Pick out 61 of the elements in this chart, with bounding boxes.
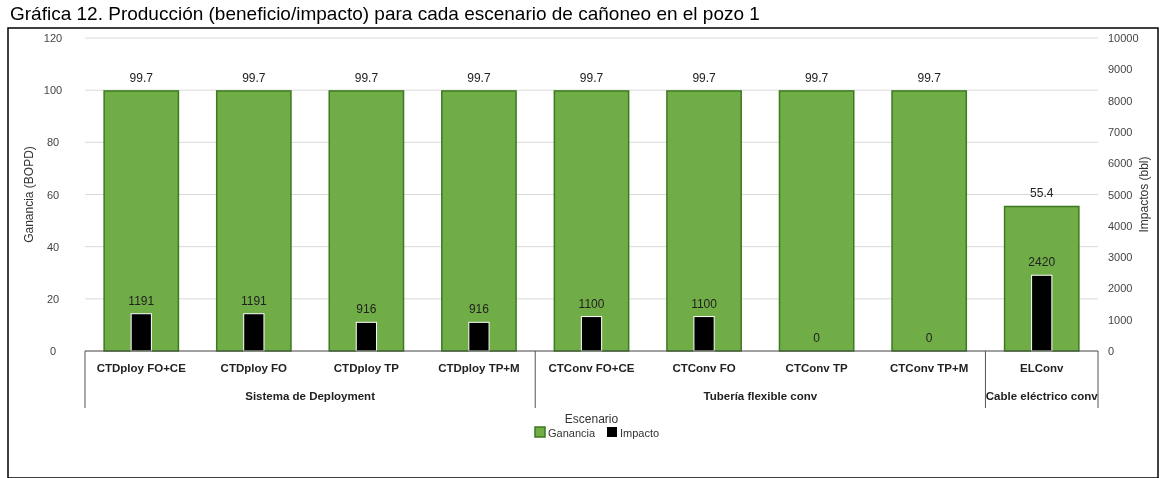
data-label: 916 bbox=[468, 302, 490, 317]
legend-label: Ganancia bbox=[548, 427, 596, 439]
x-tick-label: CTConv TP bbox=[785, 362, 848, 374]
y2-tick-label: 5000 bbox=[1108, 188, 1133, 201]
text: Tubería flexible conv bbox=[703, 390, 818, 402]
y2-tick-label: 3000 bbox=[1108, 251, 1133, 264]
text: Cable eléctrico conv bbox=[985, 390, 1099, 402]
data-label: 1191 bbox=[240, 293, 268, 308]
y2-tick-label: 8000 bbox=[1108, 94, 1133, 107]
data-label: 2420 bbox=[1028, 255, 1056, 270]
y2-tick-label: 9000 bbox=[1108, 63, 1133, 76]
text: Sistema de Deployment bbox=[245, 390, 376, 402]
x-axis-title: Escenario bbox=[564, 412, 619, 426]
y-tick-label: 0 bbox=[49, 345, 57, 357]
data-label: 1100 bbox=[691, 296, 718, 311]
x-tick-label: CTConv TP+M bbox=[890, 362, 969, 374]
y2-tick-label: 7000 bbox=[1108, 125, 1133, 138]
data-label: 1191 bbox=[128, 293, 155, 308]
data-label: 99.7 bbox=[242, 70, 266, 85]
bar bbox=[243, 313, 265, 352]
chart-title: Gráfica 12. Producción (beneficio/impacto) para cada escenario de cañoneo en el pozo 1 bbox=[10, 3, 760, 24]
x-tick-label: CTDploy FO bbox=[220, 362, 288, 374]
y2-tick-label: 1000 bbox=[1108, 313, 1133, 326]
y-tick-label: 100 bbox=[43, 84, 63, 97]
data-label: 99.7 bbox=[579, 70, 604, 85]
y-tick-label: 120 bbox=[43, 32, 63, 44]
bar bbox=[1031, 274, 1053, 352]
y2-tick-label: 0 bbox=[1108, 345, 1115, 357]
y-tick-label: 60 bbox=[46, 188, 60, 201]
data-label: 99.7 bbox=[129, 70, 154, 85]
legend-label: Impacto bbox=[620, 427, 660, 439]
bar bbox=[693, 316, 715, 352]
y2-axis-title: Impactos (bbl) bbox=[1137, 156, 1151, 233]
x-tick-label: CTDploy TP bbox=[333, 362, 400, 374]
bar bbox=[355, 321, 378, 352]
data-label: 99.7 bbox=[467, 70, 491, 85]
y2-tick-label: 10000 bbox=[1108, 32, 1139, 44]
y-tick-label: 20 bbox=[46, 292, 60, 305]
y-tick-label: 40 bbox=[46, 240, 60, 253]
data-label: 1100 bbox=[578, 296, 605, 311]
x-tick-label: CTDploy FO+CE bbox=[96, 362, 187, 374]
y-tick-label: 80 bbox=[46, 136, 60, 149]
bar bbox=[580, 316, 603, 352]
data-label: 99.7 bbox=[804, 70, 829, 85]
x-tick-label: ELConv bbox=[1020, 362, 1065, 374]
data-label: 0 bbox=[813, 331, 821, 345]
data-label: 0 bbox=[925, 331, 933, 345]
x-tick-label: CTConv FO+CE bbox=[548, 362, 635, 374]
y2-tick-label: 2000 bbox=[1108, 282, 1133, 295]
data-label: 99.7 bbox=[354, 70, 379, 85]
data-label: 916 bbox=[356, 302, 377, 317]
y2-tick-label: 4000 bbox=[1108, 219, 1133, 232]
data-label: 55.4 bbox=[1030, 186, 1054, 201]
data-label: 99.7 bbox=[917, 70, 942, 85]
y2-tick-label: 6000 bbox=[1108, 157, 1133, 170]
bar bbox=[468, 321, 490, 352]
data-label: 99.7 bbox=[692, 70, 717, 85]
x-tick-label: CTDploy TP+M bbox=[438, 362, 520, 374]
y-axis-title: Ganancia (BOPD) bbox=[22, 146, 36, 243]
bar bbox=[130, 313, 152, 352]
x-tick-label: CTConv FO bbox=[672, 362, 736, 374]
